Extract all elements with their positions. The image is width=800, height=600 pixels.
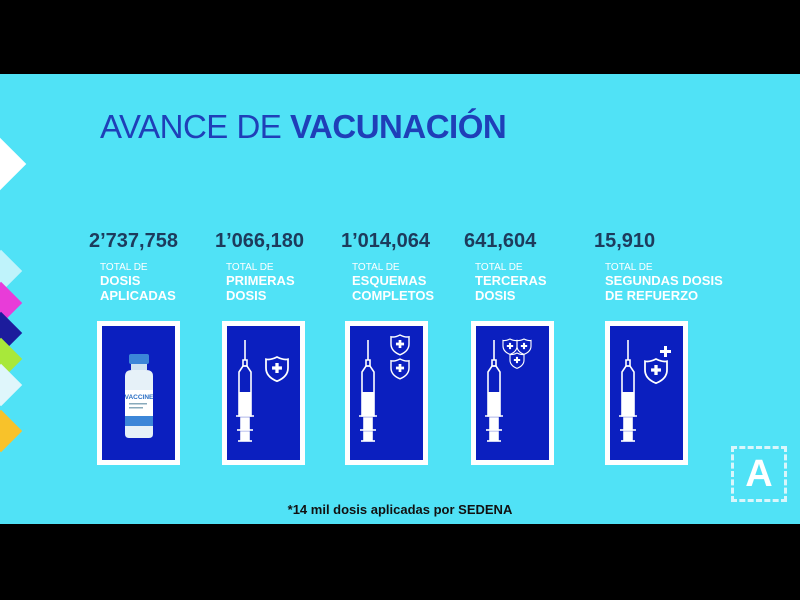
logo-letter: A xyxy=(745,453,773,495)
stat-value: 1’014,064 xyxy=(341,230,430,252)
decorative-chevron-white xyxy=(0,135,27,193)
stat-value: 2’737,758 xyxy=(89,230,178,252)
stat-value: 1’066,180 xyxy=(215,230,304,252)
stat-terceras-dosis: 641,604 TOTAL DE TERCERAS DOSIS xyxy=(464,230,634,303)
stat-label-small: TOTAL DE xyxy=(226,262,274,273)
stat-label: ESQUEMAS COMPLETOS xyxy=(352,273,435,303)
stat-label: PRIMERAS DOSIS xyxy=(226,273,295,303)
stat-dosis-aplicadas: 2’737,758 TOTAL DE DOSIS APLICADAS xyxy=(89,230,259,303)
vaccine-vial-icon: VACCINE xyxy=(125,354,154,438)
syringe-shield-plus-icon xyxy=(619,340,671,442)
stat-primeras-dosis: 1’066,180 TOTAL DE PRIMERAS DOSIS xyxy=(215,230,385,303)
stat-value: 15,910 xyxy=(594,230,656,252)
syringe-two-shields-icon xyxy=(359,334,410,442)
primeras-dosis-card xyxy=(222,321,305,465)
title-bold: VACUNACIÓN xyxy=(290,108,507,145)
stat-label: SEGUNDAS DOSIS DE REFUERZO xyxy=(605,273,723,303)
refuerzo-card xyxy=(605,321,688,465)
stat-label-small: TOTAL DE xyxy=(100,262,148,273)
esquemas-completos-card xyxy=(345,321,428,465)
slide: AVANCE DE VACUNACIÓN 2’737,758 TOTAL DE … xyxy=(0,74,800,524)
stat-value: 641,604 xyxy=(464,230,537,252)
title-light: AVANCE DE xyxy=(100,108,290,145)
stat-label-small: TOTAL DE xyxy=(475,262,523,273)
terceras-dosis-card xyxy=(471,321,554,465)
page-title: AVANCE DE VACUNACIÓN xyxy=(100,108,507,146)
stat-label-small: TOTAL DE xyxy=(605,262,653,273)
decorative-chevron-yellow xyxy=(0,409,23,453)
vial-label: VACCINE xyxy=(125,394,154,401)
stat-label: DOSIS APLICADAS xyxy=(100,273,176,303)
stat-segundas-dosis-refuerzo: 15,910 TOTAL DE SEGUNDAS DOSIS DE REFUER… xyxy=(594,230,784,303)
footnote: *14 mil dosis aplicadas por SEDENA xyxy=(287,502,513,517)
stat-label: TERCERAS DOSIS xyxy=(475,273,547,303)
vaccine-vial-card: VACCINE xyxy=(97,321,180,465)
stat-esquemas-completos: 1’014,064 TOTAL DE ESQUEMAS COMPLETOS xyxy=(341,230,511,303)
brand-logo: A xyxy=(731,446,787,502)
decorative-chevron-pale xyxy=(0,363,23,407)
syringe-shield-icon xyxy=(236,340,289,442)
syringe-three-shields-icon xyxy=(485,338,532,442)
stat-label-small: TOTAL DE xyxy=(352,262,400,273)
